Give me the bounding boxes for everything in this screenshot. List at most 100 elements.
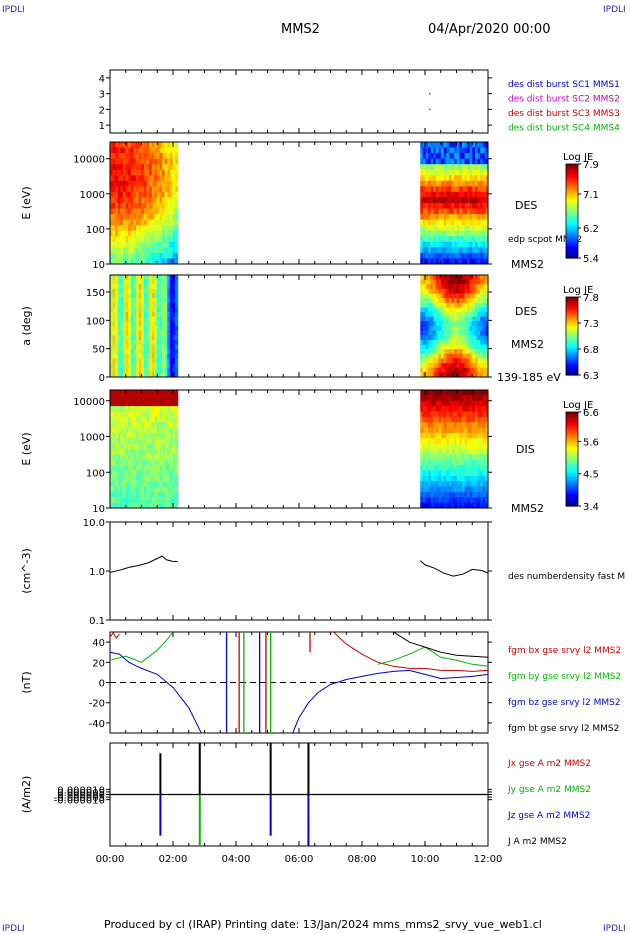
heatmap-cell — [472, 321, 476, 327]
heatmap-cell — [482, 147, 486, 154]
heatmap-cell — [136, 358, 140, 364]
heatmap-cell — [156, 219, 160, 226]
heatmap-cell — [469, 416, 473, 423]
heatmap-cell — [133, 147, 137, 154]
heatmap-cell — [125, 335, 129, 341]
heatmap-cell — [422, 372, 426, 378]
colorbar-cell — [566, 194, 578, 198]
heatmap-cell — [485, 502, 489, 509]
heatmap-cell — [133, 153, 137, 160]
heatmap-cell — [154, 395, 158, 402]
heatmap-cell — [482, 307, 486, 313]
colorbar-cell — [566, 491, 578, 495]
heatmap-cell — [422, 258, 426, 265]
heatmap-cell — [130, 459, 134, 466]
heatmap-cell — [120, 358, 124, 364]
heatmap-cell — [467, 288, 471, 295]
heatmap-cell — [480, 302, 484, 308]
heatmap-cell — [143, 186, 147, 193]
heatmap-cell — [123, 164, 127, 171]
heatmap-cell — [130, 241, 134, 248]
heatmap-cell — [482, 158, 486, 165]
heatmap-cell — [435, 432, 439, 439]
heatmap-cell — [149, 367, 153, 373]
heatmap-cell — [467, 349, 471, 355]
heatmap-cell — [425, 353, 429, 359]
heatmap-cell — [446, 502, 450, 509]
heatmap-cell — [156, 153, 160, 160]
heatmap-cell — [146, 491, 150, 498]
heatmap-cell — [154, 236, 158, 243]
heatmap-cell — [446, 372, 450, 378]
heatmap-cell — [438, 459, 442, 466]
heatmap-cell — [172, 214, 176, 221]
heatmap-cell — [428, 459, 432, 466]
heatmap-cell — [112, 449, 116, 455]
heatmap-cell — [133, 339, 137, 346]
heatmap-cell — [482, 443, 486, 450]
heatmap-cell — [159, 411, 163, 418]
heatmap-cell — [467, 454, 471, 461]
heatmap-cell — [130, 316, 134, 322]
heatmap-cell — [146, 236, 150, 243]
heatmap-cell — [443, 169, 447, 176]
heatmap-cell — [146, 214, 150, 221]
heatmap-cell — [420, 449, 424, 455]
heatmap-cell — [141, 158, 145, 165]
heatmap-cell — [162, 502, 166, 509]
heatmap-cell — [438, 449, 442, 455]
heatmap-cell — [138, 411, 142, 418]
heatmap-cell — [446, 284, 450, 290]
heatmap-cell — [133, 344, 137, 350]
heatmap-cell — [175, 443, 179, 450]
heatmap-cell — [480, 312, 484, 318]
heatmap-cell — [146, 367, 150, 373]
heatmap-cell — [123, 279, 127, 285]
heatmap-cell — [175, 236, 179, 243]
heatmap-cell — [482, 422, 486, 429]
y-axis-label: a (deg) — [20, 306, 33, 346]
heatmap-cell — [469, 358, 473, 364]
heatmap-cell — [448, 203, 453, 210]
colorbar-cell — [566, 373, 578, 376]
heatmap-cell — [435, 349, 439, 355]
heatmap-cell — [451, 363, 455, 369]
heatmap-cell — [120, 497, 124, 504]
heatmap-cell — [172, 153, 176, 160]
heatmap-cell — [485, 367, 489, 373]
heatmap-cell — [154, 252, 158, 259]
colorbar-cell — [566, 178, 578, 182]
heatmap-cell — [469, 367, 473, 373]
heatmap-cell — [112, 470, 116, 477]
heatmap-cell — [485, 258, 489, 265]
heatmap-cell — [172, 502, 176, 509]
heatmap-cell — [464, 241, 468, 248]
heatmap-cell — [477, 158, 481, 165]
heatmap-cell — [459, 230, 463, 237]
heatmap-cell — [172, 486, 176, 493]
heatmap-cell — [438, 481, 442, 488]
heatmap-cell — [156, 349, 160, 355]
heatmap-cell — [172, 497, 176, 504]
heatmap-cell — [428, 486, 432, 493]
heatmap-cell — [149, 363, 153, 369]
heatmap-cell — [433, 432, 437, 439]
heatmap-cell — [474, 293, 479, 299]
heatmap-cell — [472, 230, 476, 237]
heatmap-cell — [430, 491, 434, 498]
heatmap-cell — [454, 197, 458, 204]
heatmap-cell — [448, 326, 453, 332]
heatmap-cell — [136, 158, 140, 165]
colorbar-cell — [566, 253, 578, 257]
colorbar-cell — [566, 442, 578, 446]
heatmap-cell — [441, 454, 445, 461]
heatmap-cell — [133, 438, 137, 445]
heatmap-cell — [438, 258, 442, 265]
heatmap-cell — [428, 279, 432, 285]
heatmap-cell — [149, 465, 153, 471]
heatmap-cell — [172, 475, 176, 482]
heatmap-cell — [141, 164, 145, 171]
colorbar-cell — [566, 306, 578, 310]
heatmap-cell — [133, 432, 137, 439]
heatmap-cell — [451, 236, 455, 243]
